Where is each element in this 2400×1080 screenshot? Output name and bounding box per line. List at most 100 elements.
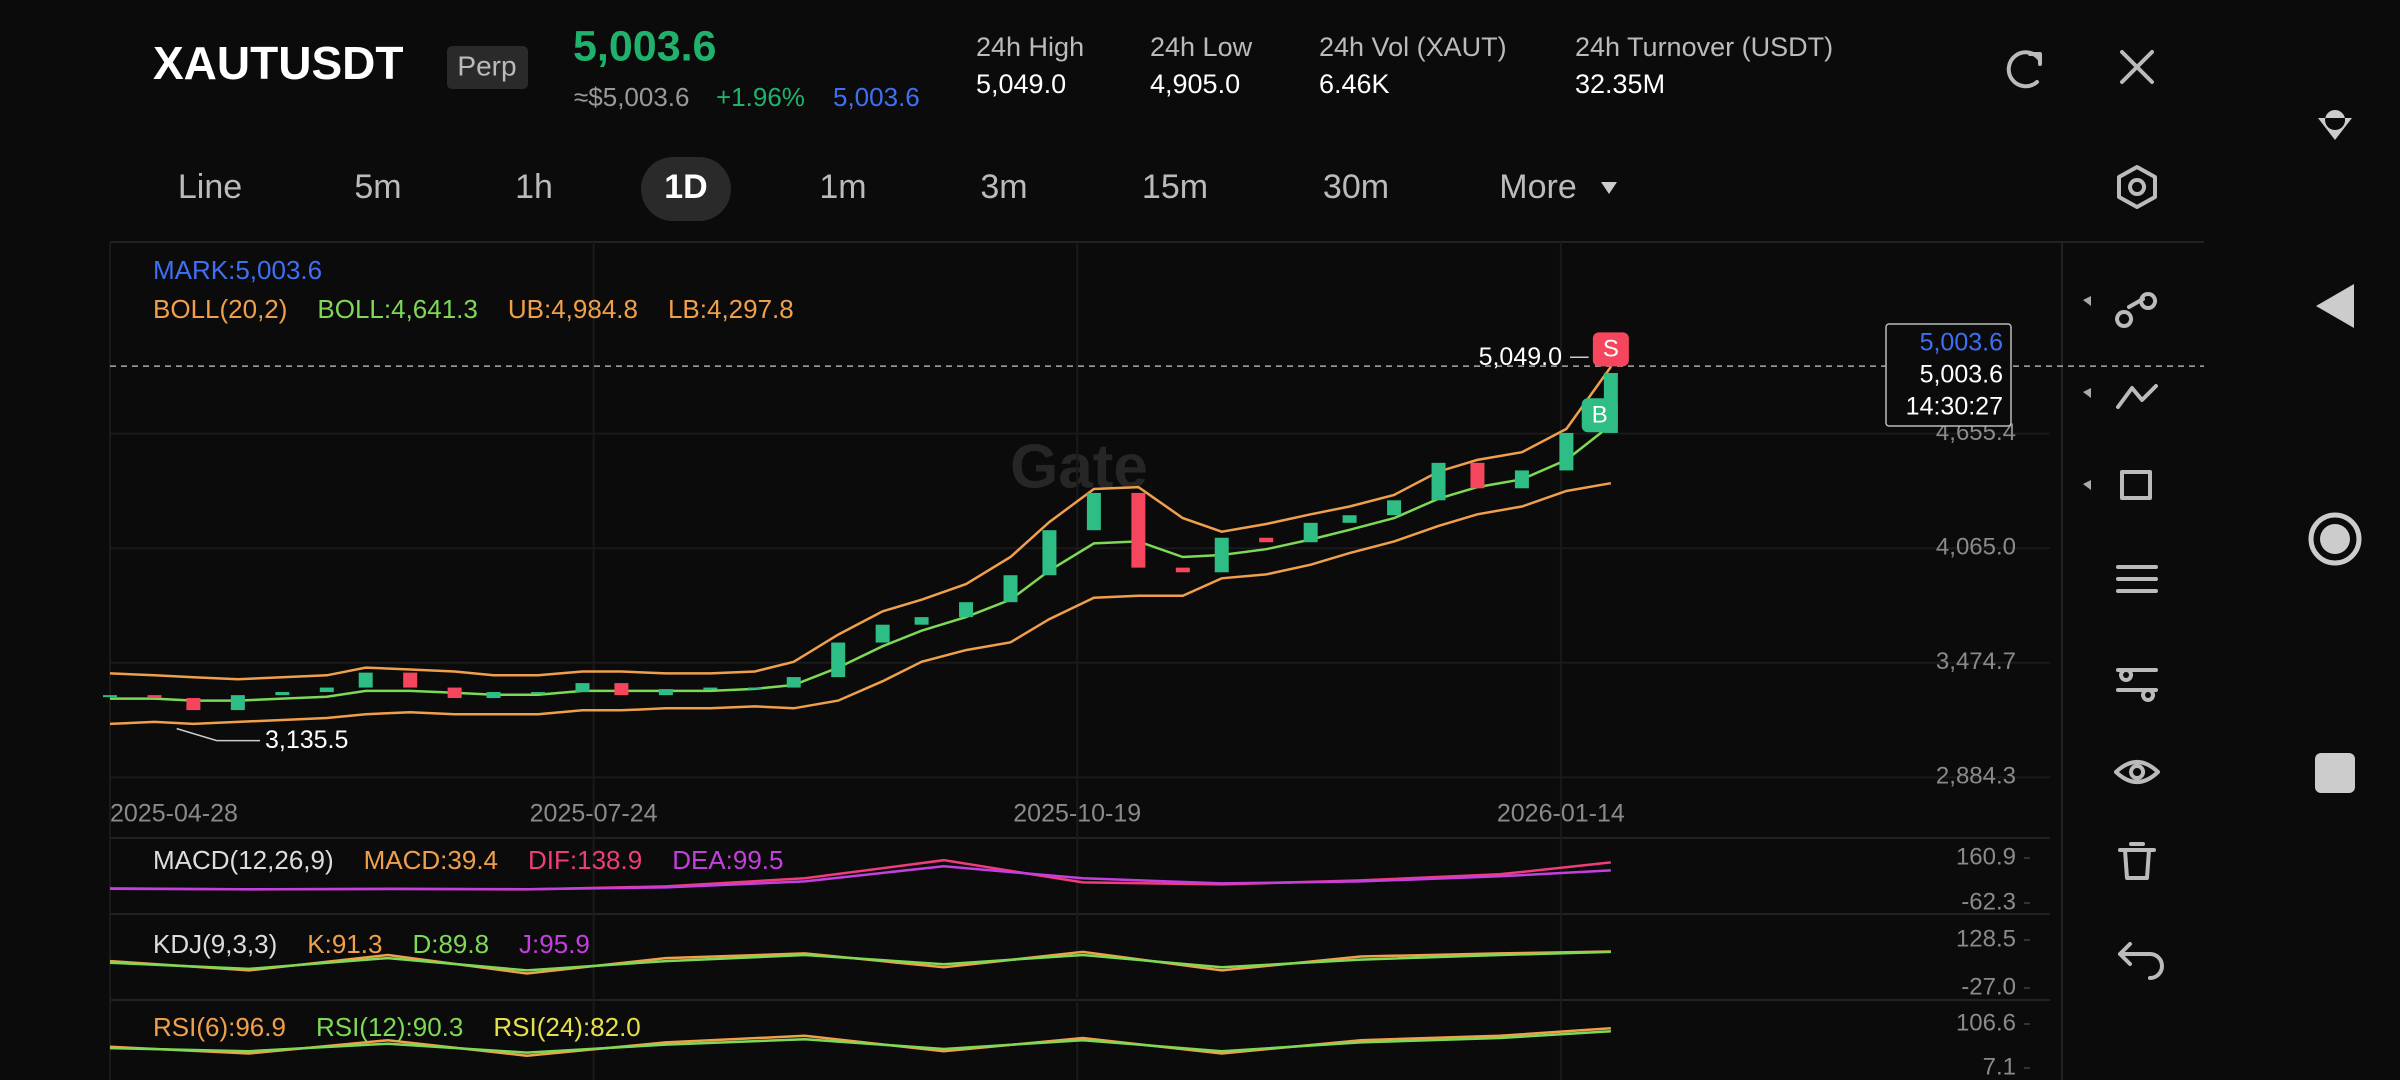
candle <box>319 687 334 693</box>
candle <box>186 698 201 711</box>
badge: Perp <box>457 50 516 81</box>
nav-assistant[interactable] <box>2318 110 2352 140</box>
close-glyph[interactable] <box>2120 50 2154 84</box>
candle <box>614 683 629 696</box>
signal-label: B <box>1592 402 1608 429</box>
tab[interactable]: 1D <box>664 168 707 206</box>
nav-home[interactable] <box>2308 512 2362 566</box>
candle <box>1259 537 1274 543</box>
more-caret[interactable] <box>1601 182 1617 194</box>
candle <box>1514 470 1529 489</box>
stat-label: 24h High <box>976 32 1084 62</box>
y-tick-label: -62.3 <box>1961 888 2016 915</box>
boll-mid <box>110 424 1612 702</box>
x-tick-label: 2026-01-14 <box>1497 800 1625 828</box>
refresh-glyph[interactable] <box>2006 50 2042 89</box>
change: +1.96% <box>716 82 805 112</box>
system-nav <box>2308 110 2362 793</box>
fib-tool[interactable] <box>2116 384 2158 409</box>
tab[interactable]: 15m <box>1142 168 1208 206</box>
style-tool[interactable] <box>2116 668 2158 702</box>
nav-home-dot[interactable] <box>2320 524 2350 554</box>
candle <box>703 687 718 690</box>
legend-item: D:89.8 <box>412 929 489 959</box>
legend-item: KDJ(9,3,3) <box>153 929 277 959</box>
indicator-line <box>109 950 1611 972</box>
legend-item: BOLL(20,2) <box>153 294 287 324</box>
y-tick-label: 7.1 <box>1983 1053 2016 1080</box>
delete-tool[interactable] <box>2118 842 2156 880</box>
candle <box>575 683 590 693</box>
low-label: 3,135.5 <box>265 726 348 754</box>
candle <box>1342 515 1357 523</box>
tab[interactable]: 1m <box>819 168 866 206</box>
legend-item: MACD(12,26,9) <box>153 845 334 875</box>
tool-carets <box>2083 296 2091 490</box>
candle <box>658 689 673 696</box>
tabs: Line 5m 1h 1D 1m 3m 15m 30m More <box>178 168 1577 206</box>
candle <box>747 687 762 690</box>
nav-recents[interactable] <box>2315 753 2355 793</box>
low-leader <box>176 727 260 742</box>
signal-marker <box>1581 398 1618 433</box>
badge-bg <box>447 46 528 89</box>
signal-label: S <box>1603 336 1619 363</box>
candle <box>103 695 117 698</box>
undo-tool[interactable] <box>2118 942 2164 980</box>
candle <box>147 695 162 699</box>
legend-item: RSI(6):96.9 <box>153 1012 286 1042</box>
x-tick-label: 2025-10-19 <box>1013 800 1141 828</box>
y-tick-label: 2,884.3 <box>1936 763 2016 790</box>
candle <box>914 617 929 625</box>
legend-item: DIF:138.9 <box>528 845 642 875</box>
stat-value: 32.35M <box>1575 69 1665 99</box>
legend-item: UB:4,984.8 <box>508 294 638 324</box>
y-tick-label: 160.9 <box>1956 843 2016 870</box>
candle <box>1003 575 1018 603</box>
price-box <box>1885 323 2012 427</box>
approx-price: ≈$5,003.6 <box>574 82 689 112</box>
tab[interactable]: More <box>1499 168 1576 206</box>
candle <box>1470 462 1485 489</box>
trendline-tool[interactable] <box>2115 292 2158 328</box>
legend-item: BOLL:4,641.3 <box>317 294 477 324</box>
nav-back[interactable] <box>2316 284 2354 328</box>
symbol: XAUTUSDT <box>153 37 403 89</box>
legend-item: RSI(24):82.0 <box>493 1012 640 1042</box>
y-tick-label: 4,065.0 <box>1936 534 2016 561</box>
countdown: 14:30:27 <box>1906 393 2003 421</box>
refresh-icon[interactable] <box>2006 50 2042 89</box>
candle <box>831 642 846 678</box>
tab[interactable]: 30m <box>1323 168 1389 206</box>
tab[interactable]: 5m <box>354 168 401 206</box>
candle <box>1387 500 1402 516</box>
mark-legend: MARK:5,003.6 <box>153 255 322 285</box>
candle <box>1086 492 1101 531</box>
x-tick-label: 2025-07-24 <box>530 800 658 828</box>
last-price: 5,003.6 <box>573 22 716 70</box>
legend-item: RSI(12):90.3 <box>316 1012 463 1042</box>
stat-value: 4,905.0 <box>1150 69 1240 99</box>
x-tick-label: 2025-04-28 <box>110 800 238 828</box>
stats: 24h High 5,049.0 24h Low 4,905.0 24h Vol (XA… <box>976 32 1833 99</box>
candle <box>875 624 890 643</box>
candle <box>1559 432 1574 471</box>
shape-tool[interactable] <box>2120 470 2152 500</box>
candle <box>486 692 501 699</box>
tab[interactable]: Line <box>178 168 242 206</box>
candle <box>358 672 373 688</box>
candle <box>1303 522 1318 543</box>
visibility-tool[interactable] <box>2114 760 2160 784</box>
mark-label: 5,003.6 <box>1920 329 2003 357</box>
tab[interactable]: 1h <box>515 168 553 206</box>
candle <box>786 677 801 688</box>
close-icon[interactable] <box>2120 50 2154 84</box>
tab[interactable]: 3m <box>980 168 1027 206</box>
stat-value: 5,049.0 <box>976 69 1066 99</box>
last-label: 5,003.6 <box>1920 361 2003 389</box>
boll-ub <box>109 366 1612 681</box>
indicator-tool[interactable] <box>2116 565 2158 593</box>
settings-icon[interactable] <box>2117 165 2157 209</box>
